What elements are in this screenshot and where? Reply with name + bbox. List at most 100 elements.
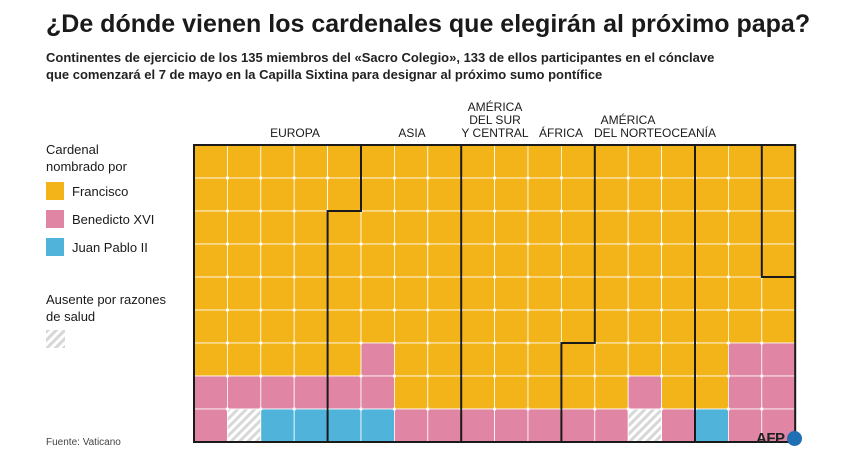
waffle-cell-francisco [460,210,496,245]
waffle-cell-francisco [594,309,629,344]
waffle-cell-francisco [594,210,629,245]
grid-dot [225,176,229,180]
grid-dot [225,275,229,279]
grid-dot [726,407,731,411]
waffle-cell-francisco [527,210,562,245]
waffle-cell-francisco [594,243,629,278]
grid-dot [526,308,530,312]
waffle-cell-francisco [260,276,295,311]
continent-border-lines [193,144,797,443]
waffle-cell-francisco [561,342,596,377]
waffle-cell-francisco [527,177,562,212]
waffle-cell-benedicto [193,408,228,443]
grid-dot [726,242,731,246]
waffle-cell-francisco [561,276,596,311]
grid-dot [726,275,731,279]
continent-label-asia: ASIA [398,126,425,140]
grid-dot [493,242,497,246]
grid-dot [426,407,430,411]
waffle-cell-francisco [193,309,228,344]
grid-dot [526,242,530,246]
waffle-cell-francisco [627,342,663,377]
waffle-cell-francisco [226,276,262,311]
grid-dot [359,242,363,246]
afp-logo: AFP [756,430,802,447]
waffle-cell-francisco [561,375,596,410]
grid-dot [660,407,664,411]
grid-dot [326,176,330,180]
grid-dot [626,341,630,345]
waffle-cell-absent [627,408,663,443]
continent-label-line: AMÉRICA [468,99,523,114]
grid-dot [225,407,229,411]
waffle-cell-francisco [661,342,696,377]
waffle-cell-francisco [661,309,696,344]
chart-subtitle: Continentes de ejercicio de los 135 miem… [46,49,746,83]
waffle-cell-francisco [694,342,729,377]
grid-dot [660,275,664,279]
waffle-cell-francisco [327,243,362,278]
waffle-cell-francisco [527,276,562,311]
waffle-cell-francisco [393,276,429,311]
legend-swatch-absent [46,330,65,348]
waffle-cell-francisco [293,177,329,212]
waffle-cell-francisco [661,276,696,311]
waffle-cell-francisco [360,276,395,311]
waffle-cell-francisco [293,342,329,377]
waffle-cell-francisco [460,144,496,179]
waffle-cell-francisco [260,243,295,278]
waffle-cell-francisco [327,276,362,311]
grid-dot [660,374,664,378]
grid-dot [626,209,630,213]
waffle-cell-francisco [694,276,729,311]
waffle-cell-francisco [661,210,696,245]
waffle-cell-francisco [761,177,796,212]
waffle-cell-francisco [260,144,295,179]
waffle-cell-francisco [260,177,295,212]
grid-dot [760,341,764,345]
grid-dot [559,308,564,312]
waffle-cell-francisco [728,210,763,245]
continent-label-africa: ÁFRICA [539,125,583,140]
grid-dot [526,374,530,378]
waffle-cell-francisco [260,342,295,377]
grid-dot [392,176,396,180]
waffle-cell-francisco [226,309,262,344]
waffle-cell-francisco [661,375,696,410]
grid-dot [259,275,263,279]
waffle-cell-francisco [193,210,228,245]
waffle-cell-francisco [561,210,596,245]
waffle-cell-francisco [427,210,462,245]
waffle-cell-francisco [661,243,696,278]
waffle-cell-benedicto [226,375,262,410]
waffle-cell-absent [226,408,262,443]
grid-dot [493,176,497,180]
waffle-cell-juan-pablo [360,408,395,443]
waffle-cell-francisco [260,210,295,245]
grid-dot [259,209,263,213]
legend-label-francisco: Francisco [72,183,129,199]
waffle-cell-francisco [460,177,496,212]
waffle-cell-benedicto [728,342,763,377]
grid-dot [726,308,731,312]
waffle-cell-francisco [494,342,529,377]
grid-dot [259,341,263,345]
grid-dot [626,275,630,279]
waffle-cell-francisco [293,144,329,179]
waffle-cell-francisco [694,309,729,344]
waffle-cell-francisco [494,144,529,179]
waffle-cell-francisco [694,210,729,245]
grid-dot [359,275,363,279]
waffle-cell-francisco [761,144,796,179]
grid-dot [392,407,396,411]
waffle-cell-francisco [494,375,529,410]
legend-item-benedicto: Benedicto XVI [46,210,154,228]
waffle-cells [193,144,796,443]
waffle-cell-francisco [360,177,395,212]
grid-dot [526,341,530,345]
grid-dot [726,341,731,345]
waffle-cell-francisco [427,243,462,278]
grid-dot [426,176,430,180]
waffle-cell-francisco [627,210,663,245]
